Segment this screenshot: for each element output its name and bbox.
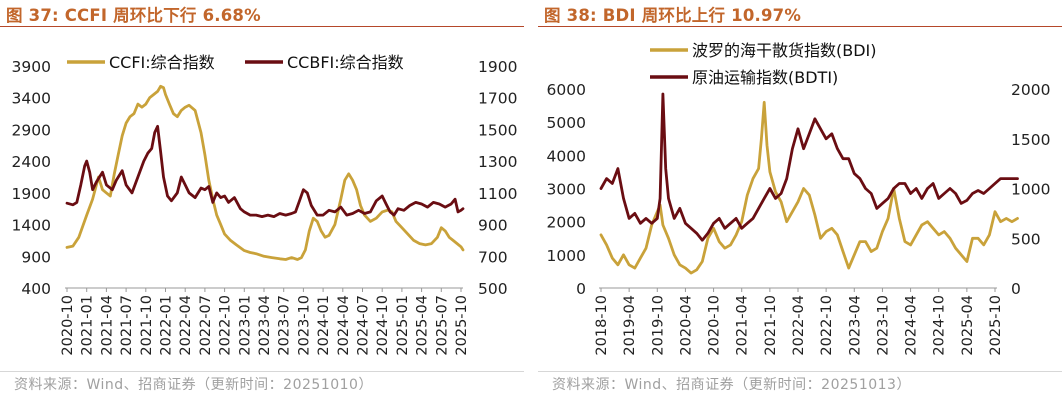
y-left-tick-label: 400 bbox=[21, 280, 51, 298]
bottom-rule bbox=[0, 371, 524, 372]
y-left-tick-label: 2400 bbox=[12, 153, 51, 171]
y-left-tick-label: 2000 bbox=[547, 214, 586, 232]
x-tick-label: 2021-04 bbox=[735, 295, 751, 356]
y-left-tick-label: 3900 bbox=[12, 58, 51, 76]
x-tick-label: 2022-01 bbox=[159, 295, 175, 356]
x-tick-label: 2020-10 bbox=[707, 295, 723, 356]
y-right-tick-label: 1500 bbox=[478, 121, 517, 139]
y-left-tick-label: 3000 bbox=[547, 181, 586, 199]
y-left-tick-label: 6000 bbox=[547, 81, 586, 99]
x-tick-label: 2022-04 bbox=[178, 295, 194, 356]
ccfi-ccbfi-line-chart: 400 900 1400 1900 2400 2900 3400 3900 500 700 900 1… bbox=[12, 53, 518, 356]
y-left-tick-label: 3400 bbox=[12, 90, 51, 108]
x-tick-label: 2024-10 bbox=[375, 295, 391, 356]
y-right-tick-label: 900 bbox=[478, 217, 508, 235]
y-left-tick-label: 1900 bbox=[12, 185, 51, 203]
legend-label-1: CCFI:综合指数 bbox=[109, 53, 215, 72]
x-tick-label: 2025-01 bbox=[395, 295, 411, 356]
x-tick-label: 2024-01 bbox=[316, 295, 332, 356]
x-tick-label: 2022-04 bbox=[791, 295, 807, 356]
right-chart-panel: 图 38: BDI 周环比上行 10.97% 0 1000 2000 3000 4000… bbox=[538, 0, 1062, 405]
x-tick-label: 2023-04 bbox=[847, 295, 863, 356]
bottom-rule bbox=[538, 371, 1062, 372]
series-line-1 bbox=[65, 84, 465, 261]
left-chart-panel: 图 37: CCFI 周环比下行 6.68% 400 900 1400 1900 240… bbox=[0, 0, 524, 405]
x-tick-label: 2024-04 bbox=[904, 295, 920, 356]
x-tick-label: 2023-07 bbox=[277, 295, 293, 356]
y-right-tick-label: 700 bbox=[478, 248, 508, 266]
legend-label-2: CCBFI:综合指数 bbox=[287, 53, 404, 72]
chart-title: 图 37: CCFI 周环比下行 6.68% bbox=[6, 6, 261, 25]
y-left-tick-label: 4000 bbox=[547, 147, 586, 165]
y-right-tick-label: 1900 bbox=[478, 58, 517, 76]
y-right-tick-label: 500 bbox=[478, 280, 508, 298]
x-tick-label: 2021-10 bbox=[139, 295, 155, 356]
x-tick-label: 2021-04 bbox=[99, 295, 115, 356]
y-left-tick-label: 0 bbox=[576, 280, 586, 298]
x-tick-label: 2022-10 bbox=[218, 295, 234, 356]
y-left-tick-label: 1400 bbox=[12, 217, 51, 235]
y-right-tick-label: 1000 bbox=[1011, 181, 1050, 199]
title-rule bbox=[0, 26, 524, 27]
y-right-tick-label: 1500 bbox=[1011, 131, 1050, 149]
x-tick-label: 2023-04 bbox=[257, 295, 273, 356]
y-right-tick-label: 1300 bbox=[478, 153, 517, 171]
x-tick-label: 2019-10 bbox=[650, 295, 666, 356]
bdi-bdti-line-chart: 0 1000 2000 3000 4000 5000 6000 0 500 1000 1500 200… bbox=[547, 41, 1051, 356]
x-tick-label: 2023-01 bbox=[237, 295, 253, 356]
legend-label-2: 原油运输指数(BDTI) bbox=[692, 68, 838, 87]
x-tick-label: 2020-04 bbox=[678, 295, 694, 356]
x-tick-label: 2023-10 bbox=[296, 295, 312, 356]
source-note: 资料来源：Wind、招商证券（更新时间：20251010） bbox=[14, 377, 373, 393]
chart-title: 图 38: BDI 周环比上行 10.97% bbox=[544, 6, 802, 25]
x-tick-label: 2023-10 bbox=[875, 295, 891, 356]
y-right-tick-label: 0 bbox=[1011, 280, 1021, 298]
x-tick-label: 2021-10 bbox=[763, 295, 779, 356]
x-tick-label: 2025-07 bbox=[434, 295, 450, 356]
y-left-tick-label: 2900 bbox=[12, 121, 51, 139]
y-left-tick-label: 5000 bbox=[547, 114, 586, 132]
x-tick-label: 2025-04 bbox=[960, 295, 976, 356]
x-tick-label: 2024-10 bbox=[932, 295, 948, 356]
series-line-2 bbox=[599, 92, 1019, 242]
y-right-tick-label: 1700 bbox=[478, 90, 517, 108]
x-tick-label: 2021-07 bbox=[119, 295, 135, 356]
x-tick-label: 2024-07 bbox=[356, 295, 372, 356]
x-tick-label: 2025-10 bbox=[454, 295, 470, 356]
series-line-1 bbox=[599, 100, 1019, 275]
title-rule bbox=[538, 26, 1062, 27]
x-tick-label: 2025-04 bbox=[415, 295, 431, 356]
y-left-tick-label: 1000 bbox=[547, 247, 586, 265]
legend-label-1: 波罗的海干散货指数(BDI) bbox=[692, 41, 877, 60]
x-tick-label: 2025-10 bbox=[988, 295, 1004, 356]
y-right-tick-label: 500 bbox=[1011, 230, 1041, 248]
x-tick-label: 2019-04 bbox=[622, 295, 638, 356]
x-tick-label: 2018-10 bbox=[594, 295, 610, 356]
x-tick-label: 2022-07 bbox=[198, 295, 214, 356]
x-tick-label: 2024-04 bbox=[336, 295, 352, 356]
x-tick-label: 2021-01 bbox=[80, 295, 96, 356]
x-tick-label: 2022-10 bbox=[819, 295, 835, 356]
y-right-tick-label: 2000 bbox=[1011, 81, 1050, 99]
x-tick-label: 2020-10 bbox=[60, 295, 76, 356]
source-note: 资料来源：Wind、招商证券（更新时间：20251013） bbox=[552, 377, 911, 393]
series-line-2 bbox=[65, 124, 465, 218]
y-right-tick-label: 1100 bbox=[478, 185, 517, 203]
y-left-tick-label: 900 bbox=[21, 248, 51, 266]
